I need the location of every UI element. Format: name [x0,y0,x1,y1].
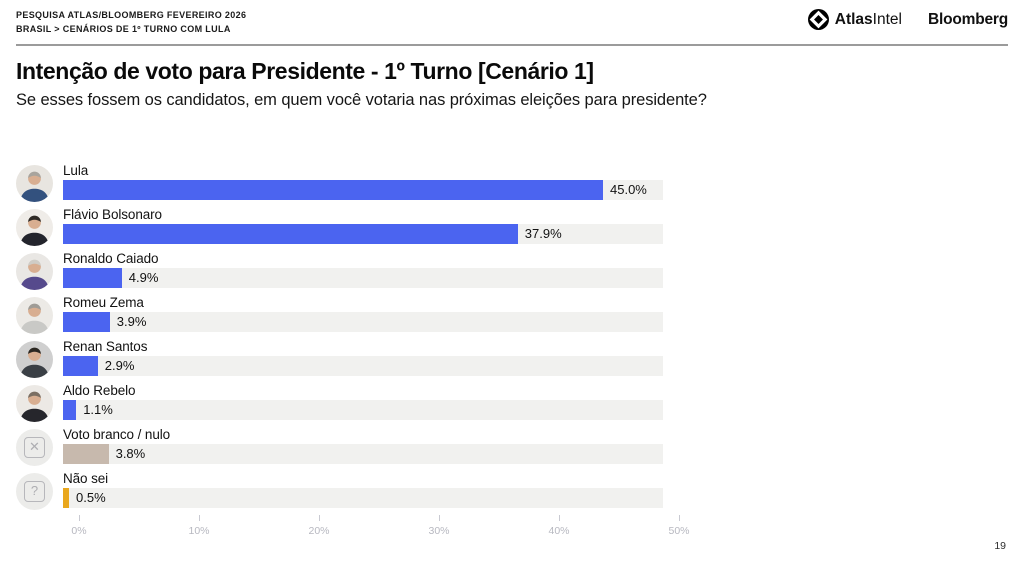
atlasintel-wordmark-regular: Intel [872,10,902,28]
bar-track: 3.9% [63,312,663,332]
atlasintel-compass-icon [807,9,829,30]
bloomberg-logo: Bloomberg [927,10,1008,28]
chart-row-content: Voto branco / nulo 3.8% [63,426,663,464]
bar-value-label: 37.9% [524,226,562,241]
x-axis-tick-label: 20% [308,525,330,537]
x-axis-tick-label: 40% [548,525,570,537]
bar-value-label: 1.1% [83,402,113,417]
dont-know-icon: ? [16,473,53,510]
bar-value-label: 3.8% [115,446,146,461]
chart-row: Romeu Zema 3.9% [16,294,716,338]
bar-value-label: 4.9% [128,270,159,285]
bar-fill [63,400,77,420]
page-title: Intenção de voto para Presidente - 1º Tu… [16,58,594,84]
bar-track: 1.1% [63,400,663,420]
x-axis-tick-label: 50% [668,525,690,537]
x-axis-tick-mark [318,515,320,521]
chart-row: Aldo Rebelo 1.1% [16,382,716,426]
chart-row: Flávio Bolsonaro 37.9% [16,206,716,250]
page-subtitle: Se esses fossem os candidatos, em quem v… [16,91,707,109]
x-axis-tick-mark [198,515,200,521]
bar-track: 45.0% [63,180,663,200]
chart-row-content: Aldo Rebelo 1.1% [63,382,663,420]
bar-track: 0.5% [63,488,663,508]
header-logos: AtlasIntel Bloomberg [807,9,1008,30]
bar-track: 3.8% [63,444,663,464]
romeu-zema-photo [16,297,53,334]
chart-row: Renan Santos 2.9% [16,338,716,382]
bar-track: 37.9% [63,224,663,244]
chart-row: Ronaldo Caiado 4.9% [16,250,716,294]
atlasintel-wordmark-bold: Atlas [834,10,873,28]
bar-fill [63,312,110,332]
blank-null-vote-icon: ✕ [16,429,53,466]
bar-fill [63,488,69,508]
chart-row-content: Renan Santos 2.9% [63,338,663,376]
bar-fill [63,180,603,200]
chart-row-content: Flávio Bolsonaro 37.9% [63,206,663,244]
x-axis-tick-label: 0% [71,525,87,537]
chart-row-content: Ronaldo Caiado 4.9% [63,250,663,288]
candidate-name-label: Ronaldo Caiado [63,251,159,266]
candidate-name-label: Não sei [63,471,109,486]
lula-photo [16,165,53,202]
ronaldo-caiado-photo [16,253,53,290]
bar-value-label: 0.5% [76,490,106,505]
page-number: 19 [994,540,1006,552]
x-axis-tick-mark [678,515,680,521]
bar-value-label: 3.9% [116,314,147,329]
candidate-name-label: Lula [63,163,89,178]
chart-row: ? Não sei 0.5% [16,470,716,514]
bar-value-label: 2.9% [104,358,135,373]
x-axis-tick-mark [438,515,440,521]
bar-value-label: 45.0% [610,182,647,197]
header-kicker: PESQUISA ATLAS/BLOOMBERG FEVEREIRO 2026 … [16,8,246,36]
atlasintel-wordmark: AtlasIntel [835,11,902,29]
bar-chart: Lula 45.0% Flávio Bolsonaro 37.9% Ronald… [16,162,716,514]
candidate-name-label: Romeu Zema [63,295,144,310]
bar-fill [63,444,109,464]
atlasintel-logo: AtlasIntel [807,9,902,30]
renan-santos-photo [16,341,53,378]
x-axis: 0% 10% 20% 30% 40% 50% [71,514,690,544]
bar-fill [63,224,518,244]
candidate-name-label: Aldo Rebelo [63,383,136,398]
chart-row-content: Romeu Zema 3.9% [63,294,663,332]
kicker-line-2: BRASIL > CENÁRIOS DE 1º TURNO COM LULA [16,24,231,34]
x-axis-tick-mark [78,515,80,521]
bar-track: 2.9% [63,356,663,376]
candidate-name-label: Flávio Bolsonaro [63,207,162,222]
kicker-line-1: PESQUISA ATLAS/BLOOMBERG FEVEREIRO 2026 [16,10,247,20]
bar-track: 4.9% [63,268,663,288]
candidate-name-label: Renan Santos [63,339,148,354]
aldo-rebelo-photo [16,385,53,422]
bar-fill [63,268,122,288]
chart-row-content: Não sei 0.5% [63,470,663,508]
x-axis-tick-label: 10% [188,525,210,537]
candidate-name-label: Voto branco / nulo [63,427,171,442]
chart-row-content: Lula 45.0% [63,162,663,200]
flavio-bolsonaro-photo [16,209,53,246]
chart-row: ✕ Voto branco / nulo 3.8% [16,426,716,470]
chart-row: Lula 45.0% [16,162,716,206]
x-axis-tick-label: 30% [428,525,450,537]
bar-fill [63,356,98,376]
header-divider [16,44,1008,46]
x-axis-tick-mark [558,515,560,521]
